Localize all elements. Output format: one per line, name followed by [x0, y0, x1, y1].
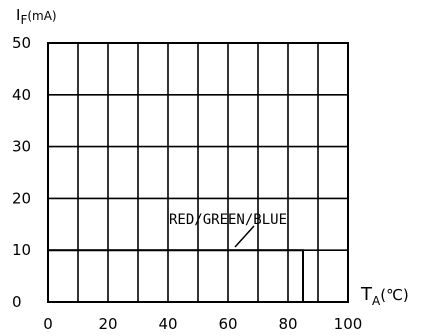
- y-tick-label: 50: [12, 34, 31, 52]
- y-tick-label: 20: [12, 189, 31, 207]
- x-tick-label: 100: [334, 315, 363, 333]
- y-tick-label: 40: [12, 86, 31, 104]
- x-tick-label: 80: [278, 315, 297, 333]
- x-axis-title-sub: A: [372, 294, 381, 308]
- x-axis-title-unit: (℃): [380, 286, 409, 304]
- y-tick-label: 0: [12, 293, 22, 311]
- series-line-rgb: [48, 249, 304, 302]
- series-label: RED/GREEN/BLUE: [169, 212, 287, 228]
- x-tick-label: 20: [98, 315, 117, 333]
- series-label-leader: [234, 225, 255, 248]
- y-axis-title-unit: (mA): [27, 9, 56, 23]
- x-tick-label: 0: [43, 315, 53, 333]
- x-axis-title: TA(℃): [360, 284, 409, 308]
- x-tick-labels: 0 20 40 60 80 100: [43, 315, 362, 333]
- x-axis-title-main: T: [360, 284, 373, 305]
- x-tick-label: 60: [218, 315, 237, 333]
- y-axis-title-main: I: [16, 6, 20, 24]
- y-tick-label: 30: [12, 138, 31, 156]
- y-tick-labels: 0 10 20 30 40 50: [12, 34, 31, 311]
- y-axis-title: IF(mA): [16, 6, 57, 27]
- y-tick-label: 10: [12, 241, 31, 259]
- y-axis-title-sub: F: [20, 13, 27, 27]
- x-tick-label: 40: [158, 315, 177, 333]
- plot-frame: [47, 42, 349, 303]
